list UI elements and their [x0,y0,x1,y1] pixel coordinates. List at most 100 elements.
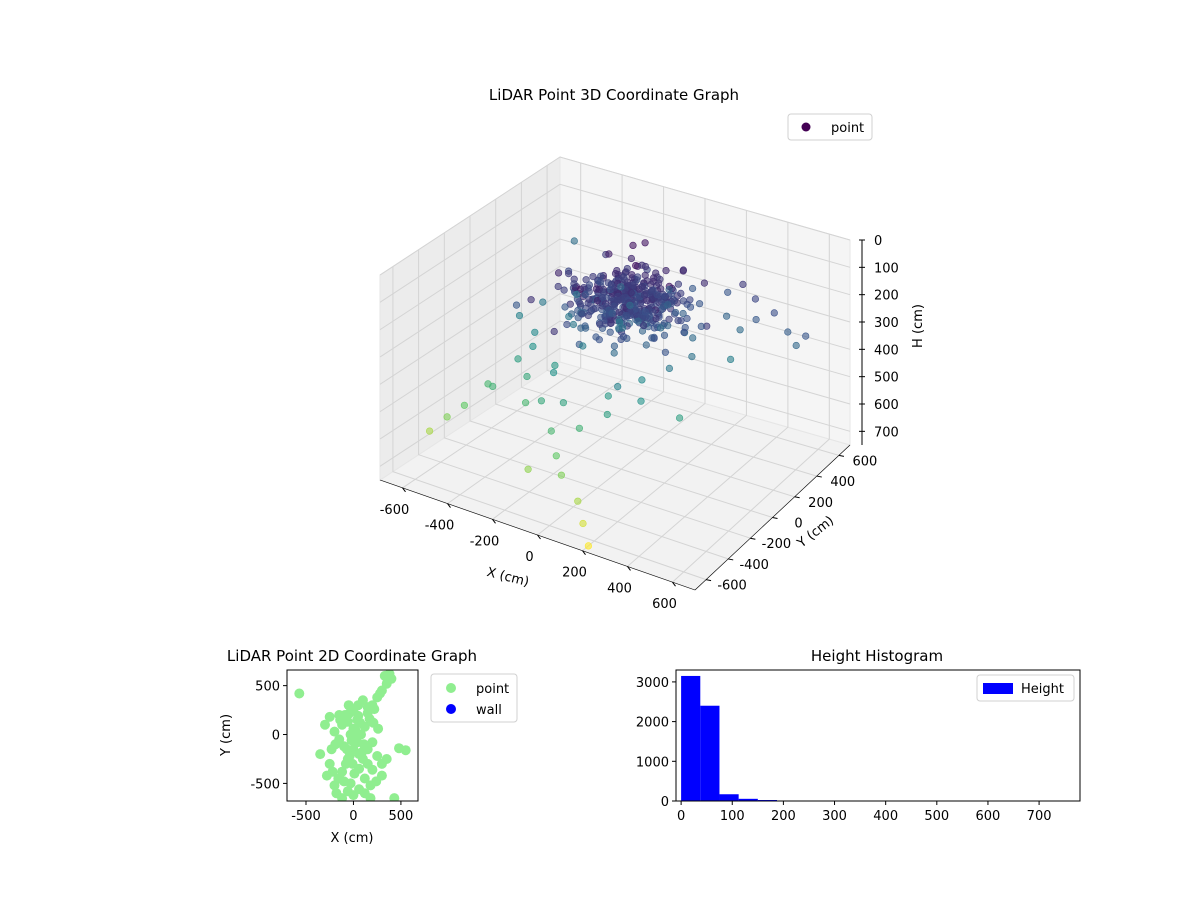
point-3d [581,324,590,332]
point-3d [575,424,584,432]
tick-label-z: 100 [874,261,899,276]
legend-frame [976,674,1075,702]
tick-label-x: 300 [822,809,847,824]
point-3d [662,267,670,275]
point-3d [792,341,800,350]
point-2d-point [389,793,400,801]
point-3d [569,320,578,329]
tick-label-x: 100 [720,809,745,824]
legend-marker-wall [446,704,456,714]
point-2d-point [337,793,348,801]
point-3d [686,296,694,304]
tick-label-x: 0 [677,809,685,824]
point-3d [686,303,695,311]
chart-2d-ticks: -500 0 500 -500 0 500 [250,680,413,824]
point-2d-point [357,747,367,758]
tick-label-y: 600 [852,454,877,469]
point-3d [679,297,688,305]
tick-label-x: 200 [771,809,796,824]
point-3d [570,280,578,288]
legend-label-height: Height [1021,682,1064,697]
tick-label-y: 0 [272,729,280,744]
tick-label-y: -500 [250,777,280,792]
point-3d [648,334,656,342]
point-3d [632,262,640,270]
point-3d [665,285,673,294]
point-2d-point [315,749,326,760]
point-3d [561,303,569,311]
point-2d-point [294,688,305,699]
chart-2d: LiDAR Point 2D Coordinate Graph -500 0 500… [219,647,518,846]
point-3d [633,308,642,316]
point-3d [563,320,571,329]
tick-label-x: -200 [470,534,500,549]
point-2d-point [330,739,341,750]
point-2d-point [375,688,385,699]
gridline-x [402,162,582,489]
gridline-y [443,232,751,539]
point-3d [679,267,687,275]
point-3d [617,283,625,291]
point-3d [627,289,635,297]
point-3d [610,342,619,350]
point-3d [579,342,587,350]
point-3d [660,331,669,339]
point-3d [554,269,563,277]
point-3d [592,285,600,293]
point-2d-point [359,773,370,784]
point-3d [641,308,649,316]
gridline-y [495,199,795,498]
tick-label-y: -200 [762,537,792,552]
point-3d [560,286,568,294]
point-3d [531,328,539,336]
chart-2d-frame [286,669,419,802]
point-3d [426,427,434,435]
point-3d [565,313,573,321]
tick-label-z: 300 [874,316,899,331]
point-3d [652,269,660,277]
point-3d [661,348,670,356]
point-3d [629,241,637,249]
point-2d-point [320,719,330,730]
tick-label-x: 0 [349,809,357,824]
chart-3d: LiDAR Point 3D Coordinate Graph -600 -400… [378,86,926,612]
point-3d [643,297,651,305]
point-3d [607,319,615,327]
tick-label-z: 200 [874,289,899,304]
point-2d-point [329,780,340,791]
point-3d [614,293,622,301]
gridline-z [379,183,851,303]
point-3d [605,250,613,258]
point-3d [537,397,546,405]
point-3d [665,364,674,373]
point-2d-point [346,735,357,746]
tick-label-y: 400 [830,475,855,490]
chart-histogram-frame [675,669,1081,802]
point-3d [614,383,622,391]
point-3d [550,327,558,336]
axis-x [379,479,696,591]
point-3d [585,295,593,303]
gridline-x [537,198,706,536]
point-3d [512,301,521,309]
point-2d-point [362,702,373,713]
point-3d [623,312,631,320]
point-3d [634,273,642,281]
point-3d [722,312,731,320]
point-3d [671,308,680,317]
tick-label-y: 2000 [636,716,669,731]
tick-label-x: 500 [924,809,949,824]
point-3d [584,542,593,550]
tick-label-y: 0 [661,795,669,810]
point-3d [610,349,618,357]
point-3d [689,334,697,342]
legend-label-point: point [831,121,864,136]
point-3d [443,413,451,421]
point-3d [637,397,645,405]
gridline-z [379,347,851,467]
point-3d [677,289,685,298]
point-3d [574,497,582,505]
point-3d [739,280,747,289]
point-3d [514,355,522,363]
